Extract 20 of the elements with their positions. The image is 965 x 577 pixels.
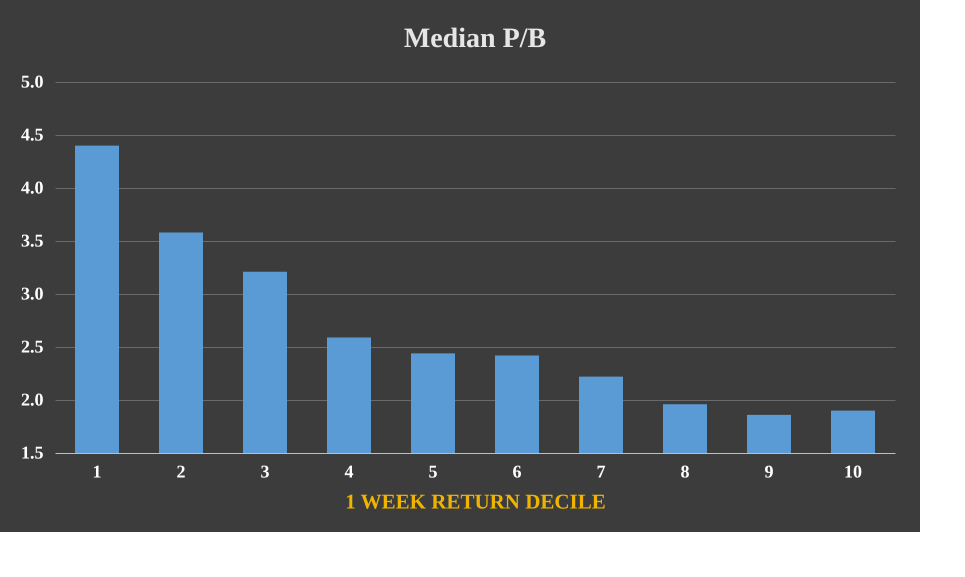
y-tick-label: 4.0 <box>21 178 44 198</box>
x-tick-label: 8 <box>680 462 690 482</box>
x-axis-title: 1 WEEK RETURN DECILE <box>345 490 606 514</box>
y-tick-label: 2.0 <box>21 390 44 410</box>
y-tick-label: 3.0 <box>21 284 44 304</box>
y-tick-label: 3.5 <box>21 230 44 250</box>
x-tick-label: 7 <box>596 462 606 482</box>
chart-title: Median P/B <box>404 23 546 54</box>
x-tick-label: 5 <box>428 462 438 482</box>
y-tick-label: 1.5 <box>21 442 44 462</box>
x-tick-label: 3 <box>260 462 270 482</box>
y-tick-label: 4.5 <box>21 124 44 144</box>
x-tick-label: 1 <box>92 462 102 482</box>
x-tick-label: 10 <box>844 462 862 482</box>
x-tick-label: 2 <box>176 462 186 482</box>
x-tick-label: 6 <box>512 462 522 482</box>
x-tick-label: 4 <box>344 462 354 482</box>
y-tick-label: 2.5 <box>21 336 44 356</box>
y-tick-label: 5.0 <box>21 72 44 92</box>
x-tick-label: 9 <box>764 462 774 482</box>
